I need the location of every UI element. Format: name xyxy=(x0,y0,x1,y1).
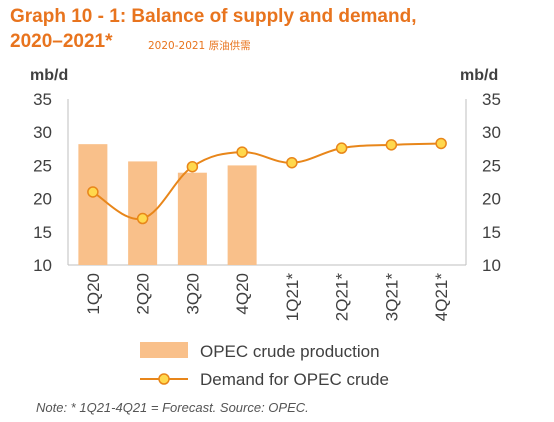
demand-point xyxy=(435,137,447,150)
y-tick-left: 35 xyxy=(33,90,52,109)
bar xyxy=(227,165,257,265)
demand-point xyxy=(286,156,298,169)
chart-title-line1: Graph 10 - 1: Balance of supply and dema… xyxy=(10,6,417,27)
x-tick-label: 4Q21* xyxy=(432,273,451,322)
y-tick-right: 15 xyxy=(482,223,501,242)
y-tick-right: 20 xyxy=(482,190,501,209)
demand-point xyxy=(87,186,99,198)
y-axis-right-unit: mb/d xyxy=(460,67,498,84)
demand-point xyxy=(186,160,199,173)
y-tick-right: 30 xyxy=(482,123,501,142)
legend-bar-label: OPEC crude production xyxy=(200,342,380,361)
bar xyxy=(78,144,108,265)
y-tick-left: 20 xyxy=(33,190,52,209)
demand-point xyxy=(236,146,248,158)
x-tick-label: 3Q21* xyxy=(382,273,401,322)
x-tick-label: 3Q20 xyxy=(183,273,202,315)
y-tick-right: 25 xyxy=(482,156,501,175)
demand-point xyxy=(385,139,398,151)
x-tick-label: 1Q21* xyxy=(283,273,302,322)
legend-line-label: Demand for OPEC crude xyxy=(200,370,389,389)
y-tick-right: 35 xyxy=(482,90,501,109)
y-tick-left: 15 xyxy=(33,223,52,242)
chart-subtitle: 2020-2021 原油供需 xyxy=(148,40,251,52)
y-tick-left: 10 xyxy=(33,256,52,275)
demand-point xyxy=(335,142,348,154)
x-tick-label: 1Q20 xyxy=(84,273,103,315)
legend-line-marker xyxy=(158,373,170,385)
x-tick-label: 2Q21* xyxy=(333,273,352,322)
demand-point xyxy=(136,212,149,225)
legend-bar-swatch xyxy=(140,342,188,358)
x-tick-label: 4Q20 xyxy=(233,273,252,315)
y-tick-left: 30 xyxy=(33,123,52,142)
chart-title-line2: 2020–2021* xyxy=(10,31,113,52)
x-tick-label: 2Q20 xyxy=(134,273,153,315)
y-axis-left-unit: mb/d xyxy=(30,67,68,84)
y-tick-right: 10 xyxy=(482,256,501,275)
chart-note: Note: * 1Q21-4Q21 = Forecast. Source: OP… xyxy=(36,400,309,415)
bar xyxy=(177,172,207,265)
y-tick-left: 25 xyxy=(33,156,52,175)
